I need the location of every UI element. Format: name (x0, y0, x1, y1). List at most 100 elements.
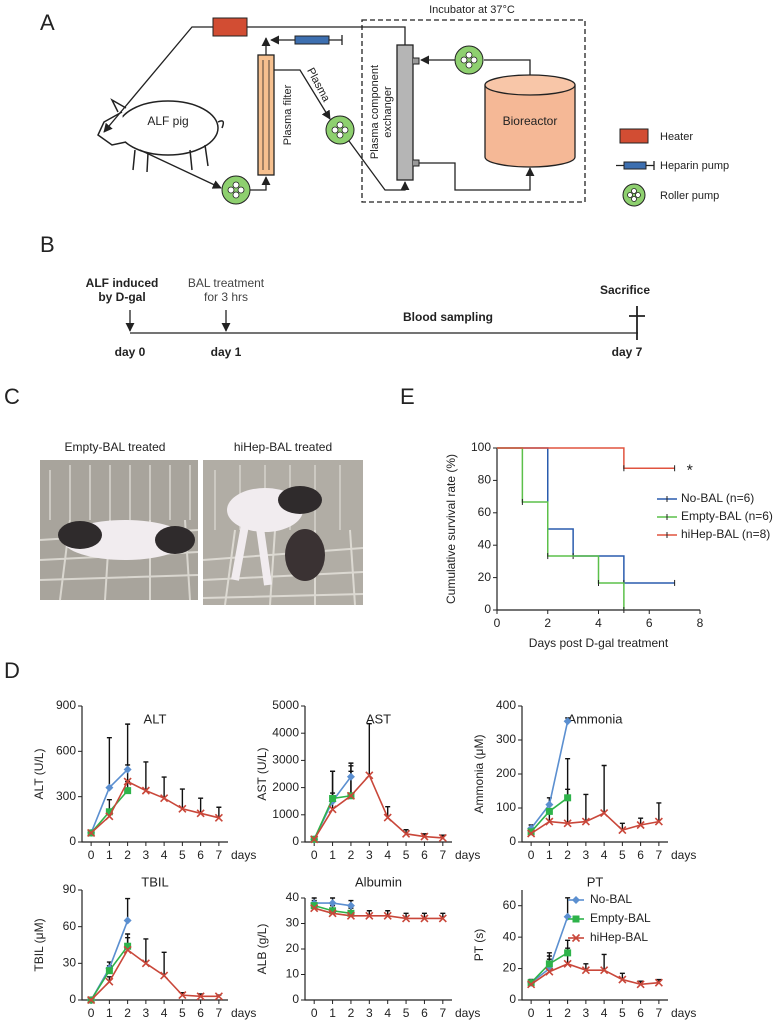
marker (328, 805, 337, 814)
cross (629, 306, 645, 340)
series-line (90, 948, 219, 1001)
y-tick-label: 300 (56, 789, 76, 803)
panel-label: E (400, 384, 415, 409)
tube (247, 26, 406, 45)
marker (347, 909, 355, 917)
marker (545, 817, 554, 826)
marker (105, 977, 114, 986)
marker (346, 791, 356, 800)
x-tick-label: 1 (329, 848, 336, 862)
chart-title: PT (587, 874, 604, 889)
x-tick-label: 3 (583, 1006, 590, 1020)
x-tick-label: 6 (637, 848, 644, 862)
chart-title: Albumin (355, 874, 402, 889)
chart-title: AST (366, 711, 391, 726)
x-tick-label: 2 (124, 1006, 131, 1020)
marker (141, 959, 150, 968)
x-tick-label: 4 (601, 848, 608, 862)
annotation: * (687, 462, 693, 479)
marker (383, 813, 392, 822)
panel-label: D (4, 658, 20, 683)
exchanger-label: Plasma component (369, 65, 381, 159)
marker (214, 813, 223, 822)
x-tick-label: 0 (311, 1006, 318, 1020)
marker (618, 975, 627, 984)
event-label: Sacrifice (600, 283, 650, 297)
marker (401, 914, 411, 923)
marker (527, 829, 536, 838)
error-bar (619, 822, 625, 831)
x-tick-label: 7 (439, 848, 446, 862)
x-tick-label: 2 (544, 616, 551, 630)
y-tick-label: 300 (496, 732, 516, 746)
marker (346, 901, 355, 910)
x-tick-label: 4 (384, 848, 391, 862)
marker (123, 777, 132, 786)
y-tick-label: 0 (292, 992, 299, 1006)
marker (383, 911, 392, 920)
y-tick-label: 0 (509, 992, 516, 1006)
x-tick-label: 5 (619, 1006, 626, 1020)
marker (124, 787, 132, 795)
photo-caption: Empty-BAL treated (65, 440, 166, 454)
marker (141, 786, 150, 795)
marker (600, 966, 609, 975)
heparin-pump (270, 35, 343, 45)
tube (139, 149, 222, 189)
bioreactor-label: Bioreactor (503, 114, 558, 128)
y-tick-label: 20 (478, 570, 492, 584)
error-bar (638, 817, 644, 825)
x-tick-label: 6 (646, 616, 653, 630)
legend-marker (572, 915, 580, 923)
y-tick-label: 60 (63, 919, 77, 933)
legend-label: Heparin pump (660, 160, 729, 172)
y-tick-label: 0 (292, 834, 299, 848)
x-tick-label: 8 (697, 616, 704, 630)
plasma-filter (257, 54, 275, 176)
incubator-box (361, 19, 586, 203)
timeline: ALF induced by D-gal BAL treatment for 3… (86, 276, 651, 359)
y-axis-label: ALB (g/L) (255, 924, 269, 975)
marker (105, 783, 114, 792)
chart-title: ALT (144, 711, 167, 726)
x-tick-label: 6 (637, 1006, 644, 1020)
marker (196, 992, 205, 1001)
x-tick-label: 4 (161, 848, 168, 862)
x-tick-label: 7 (656, 848, 663, 862)
marker (564, 949, 572, 957)
exchanger-ports (413, 57, 420, 167)
x-tick-label: 2 (564, 1006, 571, 1020)
y-tick-label: 5000 (272, 698, 299, 712)
x-tick-label: 2 (348, 848, 355, 862)
exchanger (396, 44, 414, 181)
marker (123, 916, 132, 925)
x-axis-label: days (455, 848, 480, 862)
y-tick-label: 60 (503, 898, 517, 912)
panel-label: B (40, 232, 55, 257)
y-tick-label: 900 (56, 698, 76, 712)
filter-fibers (262, 60, 270, 170)
chart: 0 20 40 60 80 100 0 2 4 6 8 Cumulative survival rat… (444, 440, 773, 650)
y-tick-label: 100 (496, 800, 516, 814)
marker (401, 829, 411, 838)
error-bar (601, 953, 607, 971)
x-tick-label: 4 (384, 1006, 391, 1020)
error-bar (125, 723, 131, 770)
x-axis-label: days (671, 1006, 696, 1020)
event-label: for 3 hrs (204, 290, 248, 304)
x-tick-label: 3 (366, 1006, 373, 1020)
diagram-legend: Heater Heparin pump Roller pump (616, 128, 729, 207)
x-axis-label: days (455, 1006, 480, 1020)
x-tick-label: 6 (421, 848, 428, 862)
y-tick-label: 0 (69, 992, 76, 1006)
tube (103, 26, 213, 133)
marker (438, 833, 447, 842)
x-tick-label: 0 (528, 848, 535, 862)
x-tick-label: 5 (403, 848, 410, 862)
x-tick-label: 0 (88, 1006, 95, 1020)
legend-label: hiHep-BAL (n=8) (681, 527, 770, 541)
marker (563, 819, 572, 828)
marker (545, 807, 553, 815)
